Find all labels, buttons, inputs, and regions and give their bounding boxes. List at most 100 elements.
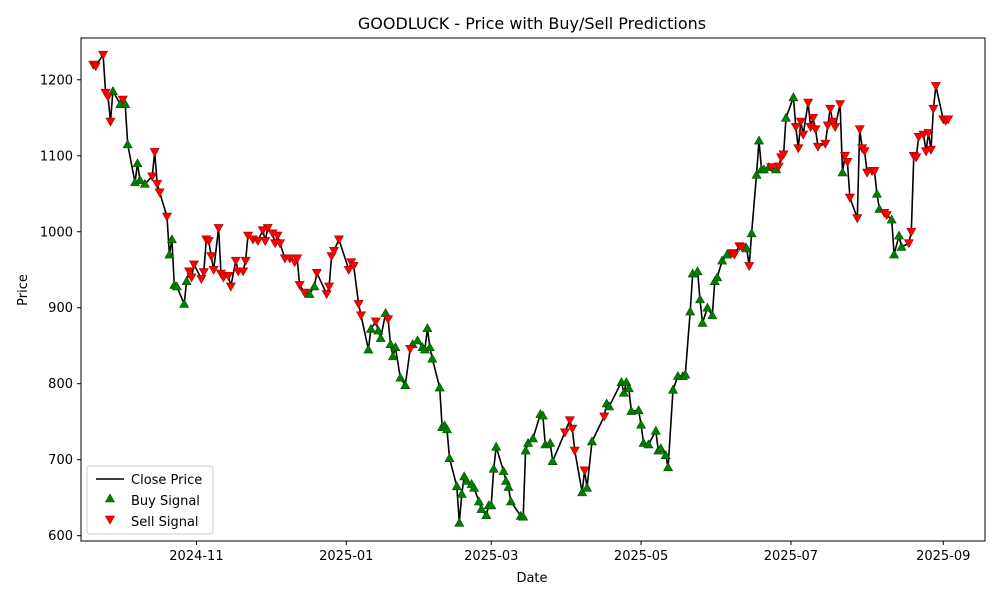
buy-signal-marker	[373, 325, 384, 335]
sell-signal-marker	[808, 113, 819, 123]
sell-signal-marker	[299, 288, 310, 298]
sell-signal-marker	[844, 193, 855, 203]
buy-signal-marker	[871, 188, 882, 198]
buy-signal-marker	[491, 441, 502, 451]
sell-signal-marker	[793, 144, 804, 154]
sell-signal-marker	[353, 300, 364, 310]
y-axis-title: Price	[16, 274, 31, 306]
buy-signal-marker	[454, 517, 465, 527]
buy-signal-marker	[751, 169, 762, 179]
buy-signal-marker	[164, 249, 175, 259]
sell-signal-marker	[186, 273, 197, 283]
buy-signal-marker	[442, 424, 453, 434]
buy-signal-marker	[122, 139, 133, 149]
buy-signal-marker	[889, 249, 900, 259]
buy-signal-marker	[424, 342, 435, 352]
plot-area	[88, 50, 954, 527]
buy-signal-marker	[695, 294, 706, 304]
buy-signal-marker	[427, 353, 438, 363]
buy-signal-marker	[788, 92, 799, 102]
buy-signal-marker	[400, 380, 411, 390]
y-tick-label: 900	[48, 301, 73, 316]
buy-signal-marker	[444, 453, 455, 462]
buy-signal-marker	[139, 178, 150, 188]
sell-signal-marker	[329, 246, 340, 256]
sell-signal-marker	[240, 256, 251, 266]
sell-signal-marker	[203, 237, 214, 246]
sell-signal-marker	[324, 282, 335, 292]
sell-signal-marker	[257, 226, 268, 236]
buy-signal-marker	[469, 482, 480, 492]
sell-signal-marker	[252, 237, 263, 246]
sell-signal-marker	[923, 129, 934, 139]
buy-signal-marker	[586, 436, 597, 446]
buy-signal-marker	[434, 382, 445, 392]
sell-signal-marker	[567, 424, 578, 434]
buy-signal-marker	[486, 500, 497, 510]
buy-signal-marker	[498, 465, 509, 475]
sell-signal-marker	[820, 139, 831, 149]
buy-signal-marker	[643, 439, 654, 449]
sell-signal-marker	[383, 315, 394, 325]
buy-signal-marker	[181, 276, 192, 285]
legend-sell-marker	[104, 515, 116, 525]
sell-signal-marker	[906, 227, 917, 237]
buy-signal-marker	[412, 335, 423, 345]
buy-signal-marker	[375, 333, 386, 342]
buy-signal-marker	[171, 281, 182, 291]
sell-signal-marker	[744, 262, 755, 272]
buy-signal-marker	[309, 281, 320, 291]
buy-signal-marker	[582, 482, 593, 492]
sell-signal-marker	[117, 95, 128, 105]
buy-signal-marker	[365, 323, 376, 333]
sell-signal-marker	[161, 212, 172, 222]
sell-signal-marker	[579, 466, 590, 476]
x-tick-label: 2025-09	[916, 549, 970, 564]
legend: Close Price Buy Signal Sell Signal	[86, 465, 214, 535]
buy-signal-marker	[707, 310, 718, 320]
buy-signal-marker	[894, 230, 905, 240]
buy-signal-marker	[685, 306, 696, 316]
sell-signal-marker	[599, 412, 610, 422]
buy-signal-marker	[476, 503, 487, 513]
buy-signal-marker	[547, 456, 558, 466]
sell-signal-marker	[930, 82, 941, 91]
buy-signal-marker	[518, 511, 529, 521]
sell-signal-marker	[292, 254, 303, 264]
sell-signal-marker	[881, 211, 892, 221]
x-tick-label: 2025-07	[764, 549, 818, 564]
sell-signal-marker	[830, 123, 841, 133]
buy-signal-marker	[179, 298, 190, 308]
x-tick-label: 2025-03	[464, 549, 518, 564]
buy-signal-marker	[668, 384, 679, 394]
sell-signal-marker	[810, 125, 821, 135]
buy-signal-marker	[363, 344, 374, 354]
buy-signal-marker	[753, 135, 765, 145]
buy-signal-marker	[488, 463, 499, 473]
sell-signal-marker	[147, 172, 158, 182]
buy-signal-marker	[577, 487, 588, 497]
buy-signal-marker	[107, 86, 118, 95]
sell-signal-marker	[225, 282, 236, 292]
buy-signal-marker	[697, 317, 708, 327]
buy-signal-marker	[461, 475, 472, 485]
sell-signal-marker	[294, 281, 305, 291]
sell-signal-marker	[356, 311, 367, 321]
sell-signal-marker	[206, 252, 217, 262]
legend-label-sell: Sell Signal	[131, 515, 199, 530]
buy-signal-marker	[166, 234, 177, 244]
sell-signal-marker	[822, 121, 833, 131]
sell-signal-marker	[343, 265, 354, 275]
buy-signal-marker	[663, 462, 674, 472]
buy-signal-marker	[886, 214, 897, 224]
buy-signal-marker	[636, 419, 647, 429]
sell-signal-markers	[88, 50, 954, 476]
sell-signal-marker	[736, 243, 747, 253]
y-tick-label: 800	[48, 377, 73, 392]
buy-signal-marker	[523, 437, 534, 447]
sell-signal-marker	[773, 162, 784, 172]
sell-signal-marker	[98, 50, 109, 60]
buy-signal-marker	[304, 288, 315, 298]
sell-signal-marker	[778, 150, 789, 160]
